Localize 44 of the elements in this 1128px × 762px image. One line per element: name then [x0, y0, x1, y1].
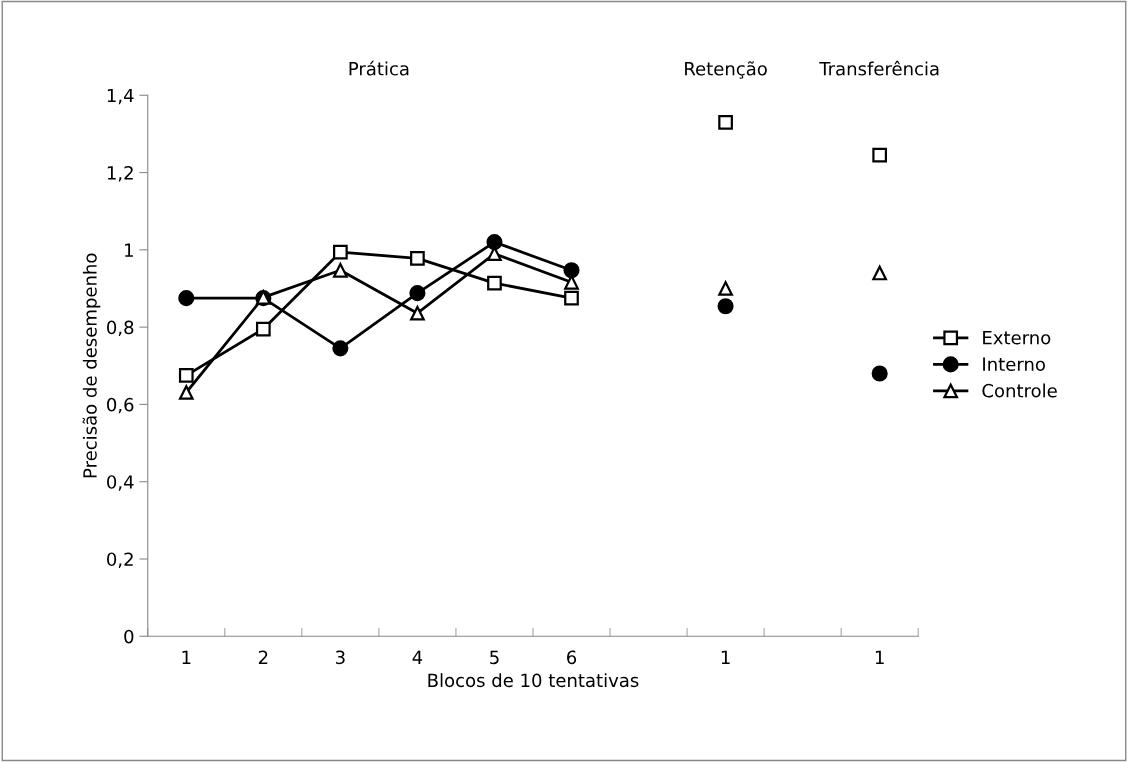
point [564, 290, 579, 306]
point [486, 234, 503, 251]
point [178, 290, 195, 307]
text: Retenção [685, 61, 767, 79]
x-tick-label: 2 [258, 650, 268, 664]
point [255, 321, 271, 337]
point [409, 285, 426, 302]
point [178, 385, 194, 400]
y-tick-label: 1,2 [107, 166, 133, 182]
y-tick-label: 0,4 [107, 475, 134, 491]
point [871, 365, 888, 382]
point [563, 262, 580, 279]
point [487, 275, 502, 291]
legend-label: Controle [982, 383, 1057, 398]
y-tick-label: 1,4 [107, 88, 134, 105]
point [410, 250, 425, 266]
point [718, 114, 733, 130]
point [333, 262, 348, 278]
x-axis-title: Blocos de 10 tentativas [428, 673, 639, 688]
point [872, 265, 888, 281]
point [178, 368, 194, 383]
x-tick-label: 1 [182, 650, 191, 664]
point [718, 281, 733, 296]
text: Prática [349, 60, 409, 76]
point [333, 244, 348, 260]
x-tick-label: 3 [336, 650, 345, 665]
point [410, 305, 425, 321]
y-tick-label: 0,6 [107, 397, 134, 414]
x-tick-label: 5 [490, 650, 499, 665]
point [717, 298, 734, 315]
text: Transferência [819, 60, 939, 76]
x-tick-label: 1 [721, 650, 730, 664]
point [332, 340, 349, 357]
y-tick-label: 0,2 [107, 552, 133, 568]
legend-label: Externo [983, 331, 1051, 345]
y-tick-label: 0,8 [107, 320, 134, 337]
point [872, 147, 888, 163]
legend-label: Interno [983, 357, 1045, 371]
x-tick-label: 4 [412, 650, 423, 664]
x-tick-label: 1 [875, 650, 884, 664]
x-tick-label: 6 [567, 650, 577, 665]
y-tick-label: 1 [125, 243, 133, 257]
y-axis-title: Precisão de desempenho [82, 253, 101, 478]
y-tick-label: 0 [124, 629, 134, 644]
